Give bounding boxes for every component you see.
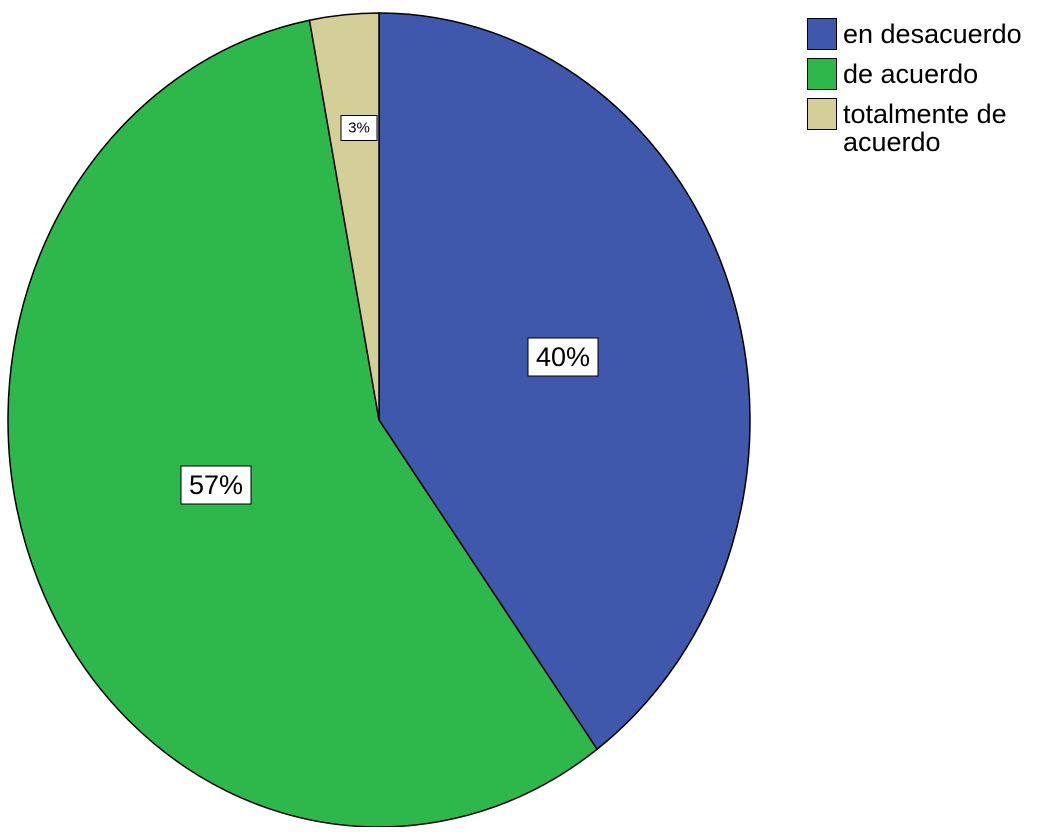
data-label-text: 40%: [536, 342, 590, 372]
data-label-en-desacuerdo: 40%: [527, 337, 599, 377]
data-label-text: 3%: [348, 120, 370, 137]
pie-slice-totalmente-de-acuerdo: [308, 12, 380, 421]
pie-slice-en-desacuerdo: [378, 12, 751, 751]
legend-swatch-de-acuerdo: [807, 58, 837, 90]
data-label-box: [527, 337, 599, 377]
legend-item-en-desacuerdo: en desacuerdo: [807, 14, 1047, 50]
legend-swatch-en-desacuerdo: [807, 18, 837, 50]
legend-label-en-desacuerdo: en desacuerdo: [843, 19, 1022, 49]
pie-slice-de-acuerdo: [7, 19, 599, 828]
data-label-totalmente-de-acuerdo: 3%: [340, 115, 378, 141]
legend-label-de-acuerdo: de acuerdo: [843, 59, 979, 89]
legend-swatch-totalmente-de-acuerdo: [807, 98, 837, 130]
data-label-de-acuerdo: 57%: [180, 465, 252, 505]
legend-item-de-acuerdo: de acuerdo: [807, 54, 1047, 90]
legend: en desacuerdo de acuerdo totalmente de a…: [807, 14, 1047, 160]
data-label-text: 57%: [189, 470, 243, 500]
data-label-box: [340, 115, 378, 141]
legend-label-totalmente-de-acuerdo: totalmente de acuerdo: [843, 99, 1007, 157]
legend-item-totalmente-de-acuerdo: totalmente de acuerdo: [807, 94, 1047, 156]
data-label-box: [180, 465, 252, 505]
